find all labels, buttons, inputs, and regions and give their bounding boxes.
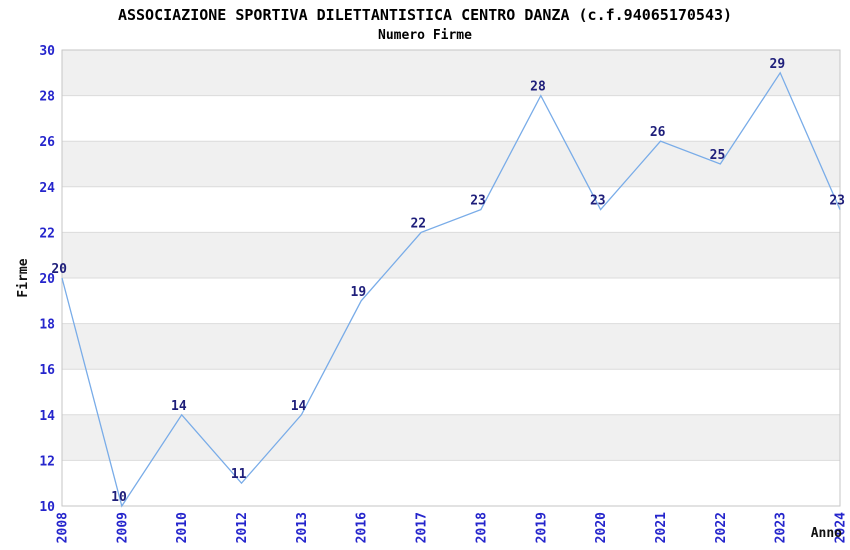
grid-band [62, 414, 840, 461]
chart-subtitle: Numero Firme [378, 28, 472, 43]
point-label: 22 [410, 216, 426, 231]
x-tick-label: 2010 [175, 512, 190, 543]
point-label: 23 [470, 194, 486, 209]
point-label: 23 [590, 194, 606, 209]
point-label: 25 [710, 148, 726, 163]
x-axis-title: Anno [811, 526, 842, 541]
y-tick-label: 18 [39, 318, 55, 333]
y-axis-title: Firme [16, 258, 31, 297]
point-label: 26 [650, 125, 666, 140]
grid-band [62, 323, 840, 370]
chart-title: ASSOCIAZIONE SPORTIVA DILETTANTISTICA CE… [117, 6, 733, 24]
point-label: 10 [111, 490, 127, 505]
y-tick-label: 24 [39, 181, 55, 196]
y-tick-label: 20 [39, 272, 55, 287]
y-tick-label: 14 [39, 409, 55, 424]
point-label: 14 [171, 399, 187, 414]
y-tick-label: 30 [39, 44, 55, 59]
y-tick-label: 22 [39, 226, 55, 241]
x-tick-label: 2013 [295, 512, 310, 543]
point-label: 19 [351, 285, 367, 300]
y-tick-label: 16 [39, 363, 55, 378]
point-label: 28 [530, 80, 546, 95]
x-tick-label: 2008 [56, 512, 71, 543]
data-line [61, 71, 841, 508]
x-tick-label: 2017 [415, 512, 430, 543]
point-label: 23 [829, 194, 845, 209]
grid-band [62, 141, 840, 187]
x-tick-label: 2018 [474, 512, 489, 543]
x-tick-label: 2019 [534, 512, 549, 543]
x-tick-label: 2020 [594, 512, 609, 543]
y-tick-label: 12 [39, 454, 55, 469]
x-tick-label: 2012 [235, 512, 250, 543]
point-label: 11 [231, 467, 247, 482]
x-tick-label: 2021 [654, 512, 669, 543]
y-tick-label: 28 [39, 90, 55, 105]
y-tick-label: 26 [39, 135, 55, 150]
point-label: 29 [770, 57, 786, 72]
point-label: 20 [51, 262, 67, 277]
y-tick-label: 10 [39, 500, 55, 515]
grid-band [62, 50, 840, 96]
point-label: 14 [291, 399, 307, 414]
x-tick-label: 2024 [834, 512, 849, 543]
x-tick-label: 2009 [115, 512, 130, 543]
x-tick-label: 2023 [774, 512, 789, 543]
grid-band [62, 232, 840, 278]
x-tick-label: 2016 [355, 512, 370, 543]
x-tick-label: 2022 [714, 512, 729, 543]
